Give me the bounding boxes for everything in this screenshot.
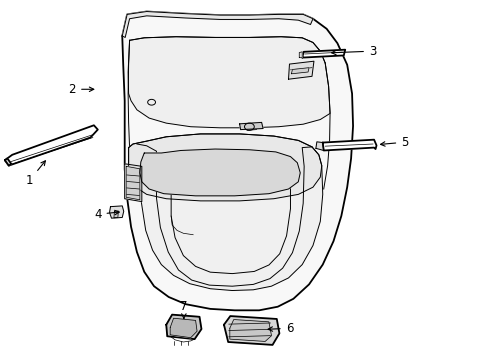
Polygon shape <box>229 320 271 341</box>
Polygon shape <box>322 140 376 150</box>
Polygon shape <box>5 158 11 166</box>
Text: 1: 1 <box>25 161 45 187</box>
Polygon shape <box>288 61 313 79</box>
Polygon shape <box>170 318 197 338</box>
Text: 6: 6 <box>267 322 293 335</box>
Polygon shape <box>122 12 312 37</box>
Polygon shape <box>126 166 140 200</box>
Polygon shape <box>291 68 308 74</box>
Polygon shape <box>166 315 201 339</box>
Text: 2: 2 <box>68 83 94 96</box>
Polygon shape <box>109 206 123 218</box>
Text: 5: 5 <box>380 136 408 149</box>
Text: 7: 7 <box>180 300 187 319</box>
Polygon shape <box>224 316 279 345</box>
Polygon shape <box>114 211 118 218</box>
Polygon shape <box>302 50 345 58</box>
Text: 3: 3 <box>331 45 376 58</box>
Polygon shape <box>128 134 322 291</box>
Polygon shape <box>239 122 263 130</box>
Polygon shape <box>128 134 321 201</box>
Polygon shape <box>299 52 302 58</box>
Polygon shape <box>315 142 323 150</box>
Polygon shape <box>122 12 352 310</box>
Polygon shape <box>128 37 329 128</box>
Polygon shape <box>124 164 142 202</box>
Text: 4: 4 <box>94 208 119 221</box>
Polygon shape <box>140 149 300 196</box>
Polygon shape <box>5 125 98 166</box>
